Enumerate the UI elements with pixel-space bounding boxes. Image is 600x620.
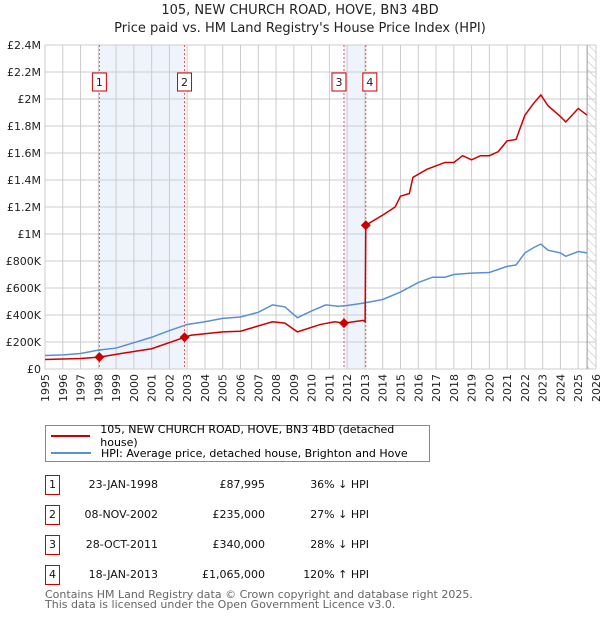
x-tick-label: 2021 [501, 374, 514, 402]
y-tick-label: £1.4M [7, 174, 41, 187]
x-tick-label: 2009 [288, 374, 301, 402]
footer: Contains HM Land Registry data © Crown c… [45, 588, 473, 611]
hpi-comparison: 36% ↓ HPI [310, 478, 369, 491]
sale-price: £87,995 [219, 478, 266, 491]
y-tick-label: £1.6M [7, 147, 41, 160]
x-tick-label: 2008 [270, 374, 283, 402]
x-tick-label: 2003 [181, 374, 194, 402]
sale-label: 3 [335, 76, 342, 89]
property-price-line [44, 93, 588, 361]
y-tick-label: £2M [18, 93, 42, 106]
hpi-line [44, 243, 588, 357]
x-tick-label: 2011 [323, 374, 336, 402]
x-tick-label: 2016 [412, 374, 425, 402]
y-tick-label: £2.4M [7, 39, 41, 52]
x-tick-label: 1998 [92, 374, 105, 402]
sale-point [360, 220, 371, 231]
sale-date: 23-JAN-1998 [88, 478, 158, 491]
x-tick-label: 2025 [572, 374, 585, 402]
x-tick-label: 2013 [359, 374, 372, 402]
x-tick-label: 2022 [519, 374, 532, 402]
y-tick-label: £1.8M [7, 120, 41, 133]
x-tick-label: 2001 [146, 374, 159, 402]
x-tick-label: 2000 [128, 374, 141, 402]
licence-text: This data is licensed under the Open Gov… [45, 598, 396, 611]
sale-number-badge: 2 [45, 505, 60, 525]
x-tick-label: 2004 [199, 374, 212, 402]
x-tick-label: 2002 [163, 374, 176, 402]
hpi-comparison: 120% ↑ HPI [303, 568, 369, 581]
x-tick-label: 1995 [39, 374, 52, 402]
legend-label: 105, NEW CHURCH ROAD, HOVE, BN3 4BD (det… [100, 423, 395, 449]
sale-date: 08-NOV-2002 [84, 508, 158, 521]
x-tick-label: 2024 [554, 374, 567, 402]
sale-label-box [91, 72, 107, 92]
x-tick-label: 2017 [430, 374, 443, 402]
legend-swatch-blue [51, 452, 91, 454]
plot-area: 1995 1996 1997 1998 1999 2000 2001 2002 2003 2004… [6, 39, 600, 402]
x-tick-label: 2010 [306, 374, 319, 402]
y-tick-label: £0 [27, 363, 41, 376]
x-tick-label: 2023 [537, 374, 550, 402]
legend-item-hpi: HPI: Average price, detached house, Brig… [51, 445, 408, 461]
legend-swatch-red [51, 435, 91, 437]
chart-subtitle: Price paid vs. HM Land Registry's House … [114, 21, 486, 36]
sale-point [179, 332, 190, 343]
sale-label-box [177, 72, 193, 92]
y-tick-label: £1M [18, 228, 42, 241]
sale-label: 1 [96, 76, 103, 89]
sale-date: 18-JAN-2013 [88, 568, 158, 581]
y-tick-label: £1.2M [7, 201, 41, 214]
y-tick-label: £200K [6, 336, 42, 349]
x-tick-label: 2014 [377, 374, 390, 402]
y-tick-label: £800K [6, 255, 42, 268]
x-tick-label: 1997 [75, 374, 88, 402]
chart-title: 105, NEW CHURCH ROAD, HOVE, BN3 4BD [161, 3, 439, 18]
legend-item-property: 105, NEW CHURCH ROAD, HOVE, BN3 4BD (det… [51, 423, 429, 449]
sale-point [94, 352, 105, 363]
x-tick-label: 2007 [252, 374, 265, 402]
x-tick-label: 2019 [466, 374, 479, 402]
sale-price: £340,000 [212, 538, 266, 551]
x-tick-label: 1996 [57, 374, 70, 402]
sale-price: £235,000 [212, 508, 266, 521]
x-tick-label: 2020 [483, 374, 496, 402]
sale-date: 28-OCT-2011 [85, 538, 158, 551]
x-tick-label: 1999 [110, 374, 123, 402]
sale-price: £1,065,000 [202, 568, 265, 581]
legend-label: HPI: Average price, detached house, Brig… [101, 446, 408, 460]
y-tick-label: £400K [6, 309, 42, 322]
x-tick-label: 2005 [217, 374, 230, 402]
sale-label-box [331, 72, 347, 92]
legend: 105, NEW CHURCH ROAD, HOVE, BN3 4BD (det… [45, 423, 430, 462]
x-tick-label: 2018 [448, 374, 461, 402]
sale-number-badge: 1 [45, 475, 60, 495]
x-tick-label: 2026 [590, 374, 600, 402]
sale-number-badge: 4 [45, 565, 60, 585]
hpi-comparison: 28% ↓ HPI [310, 538, 369, 551]
y-tick-label: £2.2M [7, 66, 41, 79]
hpi-comparison: 27% ↓ HPI [310, 508, 369, 521]
sale-label: 2 [181, 76, 188, 89]
sale-label-box [362, 72, 378, 92]
y-tick-label: £600K [6, 282, 42, 295]
x-tick-label: 2012 [341, 374, 354, 402]
sale-number-badge: 3 [45, 535, 60, 555]
x-tick-label: 2006 [235, 374, 248, 402]
sale-label: 4 [366, 76, 373, 89]
copyright-text: Contains HM Land Registry data © Crown c… [45, 588, 473, 601]
x-tick-label: 2015 [394, 374, 407, 402]
sale-point [338, 318, 349, 329]
